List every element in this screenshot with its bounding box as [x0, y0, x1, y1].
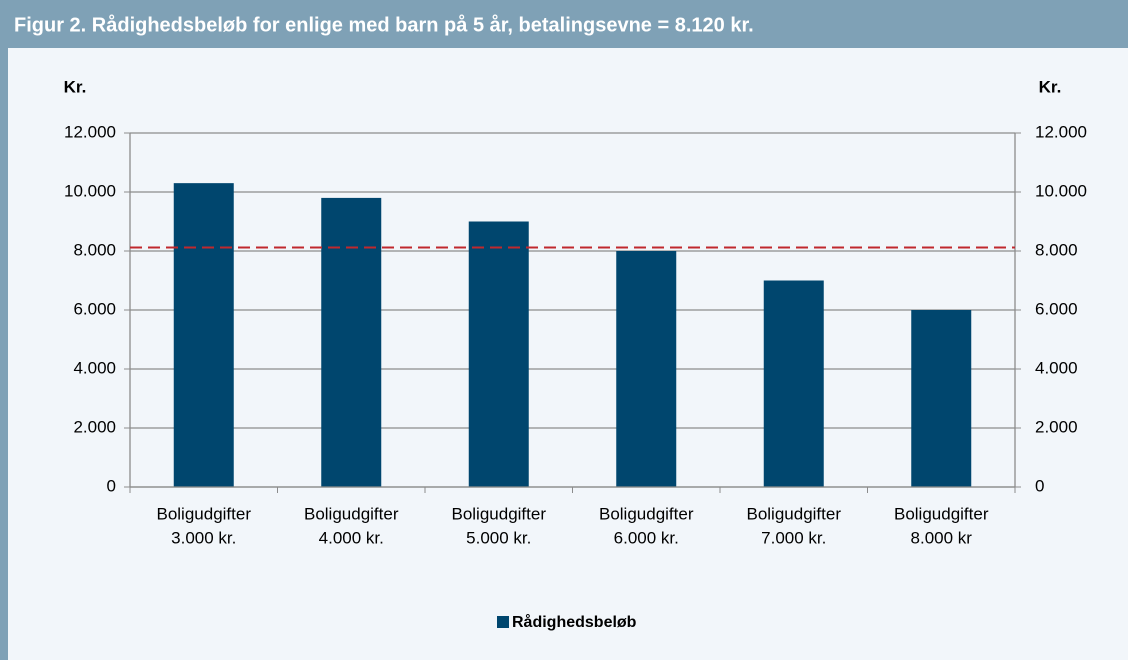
y2-tick-label: 8.000	[1035, 240, 1078, 259]
legend-swatch	[497, 616, 509, 628]
bar	[763, 280, 824, 487]
left-border	[0, 48, 8, 660]
x-tick-label: 8.000 kr	[911, 528, 973, 547]
y2-tick-label: 4.000	[1035, 358, 1078, 377]
x-tick-label: 3.000 kr.	[171, 528, 236, 547]
x-tick-label: 5.000 kr.	[466, 528, 531, 547]
y-tick-label: 6.000	[73, 299, 116, 318]
y2-tick-label: 10.000	[1035, 181, 1087, 200]
bar	[468, 221, 529, 487]
x-tick-label: Boligudgifter	[894, 504, 989, 523]
y2-tick-label: 2.000	[1035, 417, 1078, 436]
x-tick-label: 6.000 kr.	[614, 528, 679, 547]
y-tick-label: 4.000	[73, 358, 116, 377]
y2-tick-label: 12.000	[1035, 122, 1087, 141]
x-tick-label: Boligudgifter	[304, 504, 399, 523]
x-tick-label: 4.000 kr.	[319, 528, 384, 547]
chart-title: Figur 2. Rådighedsbeløb for enlige med b…	[14, 13, 754, 36]
y-axis-label: Kr.	[64, 77, 87, 96]
x-tick-label: Boligudgifter	[599, 504, 694, 523]
header-bar	[0, 0, 1128, 48]
y2-axis-label: Kr.	[1039, 77, 1062, 96]
y-tick-label: 2.000	[73, 417, 116, 436]
y-tick-label: 12.000	[64, 122, 116, 141]
y2-tick-label: 6.000	[1035, 299, 1078, 318]
bar	[911, 310, 972, 487]
x-tick-label: Boligudgifter	[156, 504, 251, 523]
y2-tick-label: 0	[1035, 476, 1044, 495]
x-tick-label: Boligudgifter	[451, 504, 546, 523]
bar	[321, 197, 382, 487]
y-tick-label: 8.000	[73, 240, 116, 259]
legend-label: Rådighedsbeløb	[512, 613, 637, 631]
x-tick-label: Boligudgifter	[746, 504, 841, 523]
bar	[173, 183, 234, 487]
x-tick-label: 7.000 kr.	[761, 528, 826, 547]
bar	[616, 251, 677, 487]
y-tick-label: 0	[107, 476, 116, 495]
y-tick-label: 10.000	[64, 181, 116, 200]
